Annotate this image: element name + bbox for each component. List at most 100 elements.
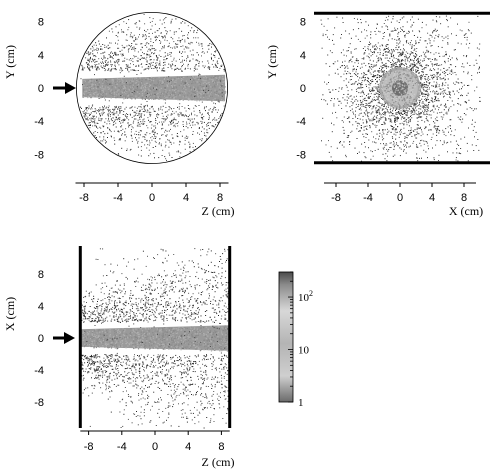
scatter-point	[392, 144, 394, 146]
scatter-point	[400, 141, 402, 143]
scatter-point	[194, 94, 196, 96]
scatter-point	[427, 92, 429, 94]
scatter-point	[426, 119, 428, 121]
scatter-point	[163, 81, 165, 83]
scatter-point	[404, 85, 406, 87]
scatter-point	[198, 44, 200, 46]
scatter-point	[477, 139, 479, 140]
scatter-point	[193, 67, 195, 69]
scatter-point	[365, 84, 367, 86]
scatter-point	[373, 75, 374, 77]
scatter-point	[368, 98, 370, 99]
scatter-point	[144, 89, 146, 91]
scatter-point	[154, 23, 156, 25]
scatter-point	[173, 33, 175, 35]
scatter-point	[407, 135, 409, 137]
scatter-point	[146, 92, 148, 94]
scatter-point	[398, 46, 400, 48]
scatter-point	[393, 65, 395, 67]
scatter-point	[136, 90, 138, 92]
scatter-point	[182, 87, 184, 89]
scatter-point	[168, 76, 170, 78]
scatter-point	[210, 94, 212, 96]
scatter-point	[371, 66, 373, 67]
scatter-point	[187, 97, 189, 99]
scatter-point	[141, 113, 143, 115]
scatter-point	[163, 67, 165, 69]
scatter-point	[169, 89, 171, 91]
scatter-point	[375, 99, 377, 101]
scatter-point	[404, 119, 406, 121]
scatter-point	[139, 34, 140, 36]
scatter-point	[126, 65, 128, 67]
scatter-point	[329, 50, 331, 52]
scatter-point	[399, 19, 401, 21]
scatter-point	[108, 117, 109, 119]
scatter-point	[139, 118, 141, 120]
scatter-point	[198, 76, 200, 78]
scatter-point	[411, 16, 413, 18]
scatter-point	[464, 101, 466, 103]
scatter-point	[357, 66, 359, 67]
scatter-point	[418, 42, 420, 44]
scatter-point	[390, 49, 392, 50]
scatter-point	[215, 65, 217, 67]
scatter-point	[393, 55, 394, 57]
scatter-point	[166, 80, 168, 82]
scatter-point	[421, 66, 423, 68]
scatter-point	[198, 61, 200, 63]
scatter-point	[183, 35, 185, 36]
scatter-point	[338, 104, 340, 106]
scatter-point	[409, 86, 411, 88]
scatter-point	[380, 107, 382, 109]
scatter-point	[85, 90, 87, 92]
scatter-point	[141, 90, 143, 92]
scatter-point	[140, 89, 143, 91]
scatter-point	[451, 69, 453, 71]
scatter-point	[179, 99, 181, 101]
scatter-point	[191, 94, 193, 96]
scatter-point	[130, 86, 132, 88]
scatter-point	[158, 84, 160, 86]
scatter-point	[159, 50, 161, 52]
scatter-point	[377, 58, 379, 60]
scatter-point	[214, 63, 216, 65]
scatter-point	[349, 141, 351, 143]
scatter-point	[403, 106, 405, 108]
scatter-point	[101, 89, 103, 91]
scatter-point	[163, 36, 164, 38]
scatter-point	[391, 67, 393, 69]
scatter-point	[187, 56, 189, 58]
scatter-point	[390, 81, 392, 83]
scatter-point	[207, 92, 209, 94]
scatter-point	[84, 110, 85, 112]
scatter-point	[409, 54, 411, 56]
scatter-point	[126, 39, 128, 41]
scatter-point	[86, 118, 88, 120]
scatter-point	[120, 93, 122, 95]
scatter-point	[418, 75, 420, 77]
scatter-point	[117, 114, 119, 116]
scatter-point	[163, 95, 165, 97]
scatter-point	[131, 37, 133, 39]
scatter-point	[401, 88, 403, 90]
scatter-point	[364, 156, 366, 158]
scatter-point	[387, 150, 389, 152]
scatter-point	[370, 101, 372, 103]
scatter-point	[118, 81, 120, 83]
scatter-point	[391, 52, 393, 54]
scatter-point	[203, 87, 205, 89]
scatter-point	[205, 135, 207, 137]
scatter-point	[107, 120, 109, 122]
scatter-point	[196, 121, 198, 123]
scatter-point	[359, 130, 361, 132]
scatter-point	[123, 118, 125, 120]
scatter-point	[203, 77, 205, 79]
scatter-point	[400, 128, 402, 130]
scatter-point	[192, 96, 194, 98]
scatter-point	[135, 55, 137, 57]
scatter-point	[155, 84, 157, 86]
scatter-point	[439, 140, 441, 142]
scatter-point	[433, 104, 435, 106]
scatter-point	[206, 83, 208, 85]
